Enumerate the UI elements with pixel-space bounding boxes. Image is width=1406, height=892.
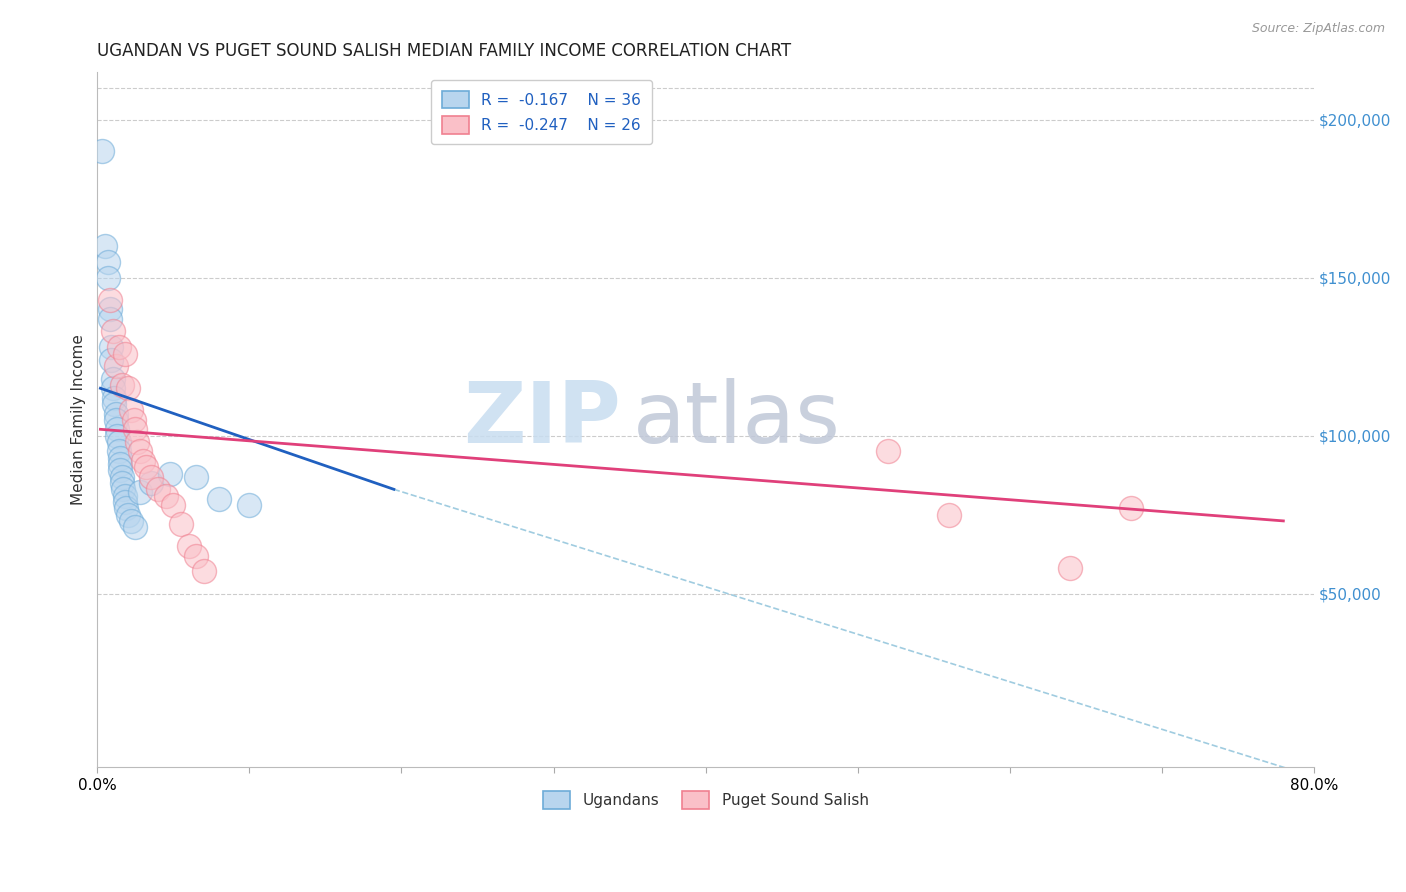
Point bbox=[104, 407, 127, 421]
Point bbox=[105, 428, 128, 442]
Point bbox=[938, 508, 960, 522]
Point bbox=[170, 517, 193, 532]
Text: atlas: atlas bbox=[633, 378, 841, 461]
Point bbox=[208, 491, 231, 506]
Point bbox=[114, 495, 136, 509]
Point bbox=[124, 520, 146, 534]
Point bbox=[103, 397, 125, 411]
Text: Source: ZipAtlas.com: Source: ZipAtlas.com bbox=[1251, 22, 1385, 36]
Point bbox=[117, 381, 139, 395]
Point bbox=[139, 475, 162, 490]
Point bbox=[124, 422, 146, 436]
Point bbox=[90, 145, 112, 159]
Point bbox=[107, 340, 129, 354]
Point bbox=[135, 460, 157, 475]
Point bbox=[98, 293, 121, 307]
Point bbox=[159, 467, 181, 481]
Point bbox=[125, 434, 148, 449]
Y-axis label: Median Family Income: Median Family Income bbox=[72, 334, 86, 505]
Text: UGANDAN VS PUGET SOUND SALISH MEDIAN FAMILY INCOME CORRELATION CHART: UGANDAN VS PUGET SOUND SALISH MEDIAN FAM… bbox=[97, 42, 792, 60]
Point bbox=[186, 549, 208, 563]
Point bbox=[114, 489, 136, 503]
Point bbox=[177, 539, 200, 553]
Point bbox=[101, 325, 124, 339]
Point bbox=[129, 485, 152, 500]
Point bbox=[122, 413, 145, 427]
Point bbox=[111, 378, 134, 392]
Point bbox=[108, 457, 131, 471]
Point bbox=[146, 483, 169, 497]
Point bbox=[193, 565, 215, 579]
Point bbox=[112, 483, 135, 497]
Point bbox=[132, 454, 155, 468]
Point bbox=[120, 403, 142, 417]
Point bbox=[105, 422, 128, 436]
Point bbox=[104, 413, 127, 427]
Point bbox=[155, 489, 177, 503]
Point bbox=[139, 469, 162, 483]
Point bbox=[104, 359, 127, 373]
Point bbox=[100, 352, 122, 367]
Point bbox=[114, 346, 136, 360]
Point bbox=[98, 302, 121, 317]
Point bbox=[238, 498, 260, 512]
Point bbox=[129, 444, 152, 458]
Point bbox=[111, 469, 134, 483]
Point bbox=[1059, 561, 1081, 575]
Point bbox=[186, 469, 208, 483]
Point bbox=[98, 311, 121, 326]
Point bbox=[877, 444, 900, 458]
Text: ZIP: ZIP bbox=[463, 378, 620, 461]
Point bbox=[115, 501, 138, 516]
Point bbox=[117, 508, 139, 522]
Point bbox=[97, 255, 120, 269]
Legend: Ugandans, Puget Sound Salish: Ugandans, Puget Sound Salish bbox=[537, 785, 875, 815]
Point bbox=[97, 270, 120, 285]
Point bbox=[1121, 501, 1143, 516]
Point bbox=[107, 434, 129, 449]
Point bbox=[108, 463, 131, 477]
Point bbox=[111, 475, 134, 490]
Point bbox=[162, 498, 184, 512]
Point bbox=[108, 450, 131, 465]
Point bbox=[120, 514, 142, 528]
Point bbox=[94, 239, 117, 253]
Point bbox=[107, 444, 129, 458]
Point bbox=[101, 381, 124, 395]
Point bbox=[103, 391, 125, 405]
Point bbox=[100, 340, 122, 354]
Point bbox=[101, 372, 124, 386]
